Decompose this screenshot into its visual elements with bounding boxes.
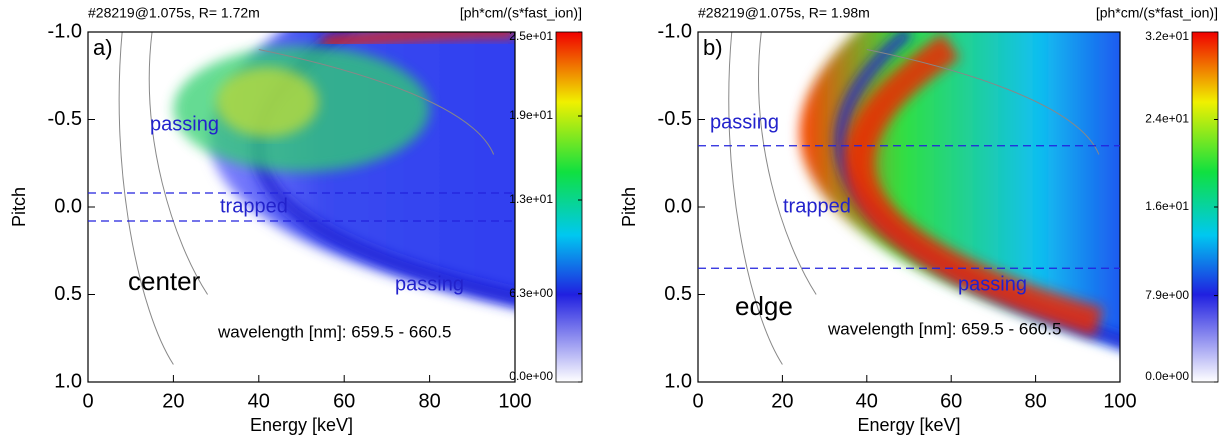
annotation: passing	[395, 273, 464, 295]
heatmap-image	[118, 32, 515, 365]
x-tick-label: 20	[162, 390, 184, 412]
colorbar-tick-label: 3.2e+01	[1145, 29, 1189, 43]
x-tick-label: 0	[692, 390, 703, 412]
colorbar-tick-label: 1.3e+01	[509, 192, 553, 206]
annotation: edge	[735, 291, 793, 321]
annotation: center	[128, 266, 201, 296]
heat-core	[216, 67, 319, 137]
x-tick-label: 60	[333, 390, 355, 412]
colorbar-tick-label: 2.4e+01	[1145, 112, 1189, 126]
colorbar	[1191, 31, 1219, 383]
y-axis-label: Pitch	[619, 187, 639, 227]
x-tick-label: 20	[771, 390, 793, 412]
colorbar-label: [ph*cm/(s*fast_ion)]	[460, 5, 582, 21]
y-tick-label: 0.5	[54, 283, 82, 305]
annotation: passing	[710, 111, 779, 133]
colorbar-tick-label: 1.9e+01	[509, 108, 553, 122]
y-tick-label: -0.5	[658, 108, 692, 130]
panel-label: a)	[93, 35, 113, 60]
contour	[728, 32, 1100, 365]
y-tick-label: -1.0	[48, 20, 82, 42]
x-tick-label: 40	[248, 390, 270, 412]
annotation: wavelength [nm]: 659.5 - 660.5	[217, 322, 451, 341]
colorbar-tick-label: 1.6e+01	[1145, 199, 1189, 213]
colorbar-tick-label: 0.0e+00	[1145, 369, 1189, 383]
annotation: passing	[958, 273, 1027, 295]
annotation: wavelength [nm]: 659.5 - 660.5	[827, 319, 1061, 338]
annotation: passing	[150, 113, 219, 135]
x-axis-label: Energy [keV]	[857, 415, 960, 435]
x-tick-label: 100	[1103, 390, 1136, 412]
y-tick-label: 1.0	[54, 370, 82, 392]
x-axis-label: Energy [keV]	[250, 415, 353, 435]
annotation: trapped	[220, 195, 288, 217]
y-tick-label: -1.0	[658, 20, 692, 42]
colorbar-tick-label: 0.0e+00	[509, 369, 553, 383]
panel-label: b)	[703, 35, 723, 60]
y-tick-label: 0.0	[54, 195, 82, 217]
colorbar-tick-label: 6.3e+00	[509, 286, 553, 300]
chart-title: #28219@1.075s, R= 1.98m	[698, 5, 870, 21]
colorbar	[555, 31, 583, 383]
chart-title: #28219@1.075s, R= 1.72m	[88, 5, 260, 21]
x-tick-label: 0	[82, 390, 93, 412]
heat-peak	[844, 33, 1104, 337]
y-axis-label: Pitch	[9, 187, 29, 227]
contour	[118, 32, 495, 365]
annotation: trapped	[783, 195, 851, 217]
colorbar-tick-label: 7.9e+00	[1145, 288, 1189, 302]
colorbar-label: [ph*cm/(s*fast_ion)]	[1096, 5, 1218, 21]
colorbar-tick-label: 2.5e+01	[509, 29, 553, 43]
x-tick-label: 100	[498, 390, 531, 412]
x-tick-label: 40	[856, 390, 878, 412]
y-tick-label: -0.5	[48, 108, 82, 130]
x-tick-label: 80	[1024, 390, 1046, 412]
x-tick-label: 80	[418, 390, 440, 412]
x-tick-label: 60	[940, 390, 962, 412]
y-tick-label: 0.0	[664, 195, 692, 217]
y-tick-label: 0.5	[664, 283, 692, 305]
y-tick-label: 1.0	[664, 370, 692, 392]
